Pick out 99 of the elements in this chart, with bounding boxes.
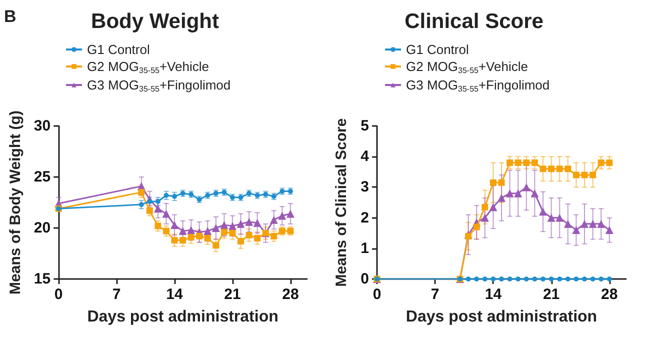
point [523, 159, 530, 166]
point [590, 276, 596, 282]
point [506, 189, 514, 198]
text: B [4, 7, 16, 26]
point [482, 276, 488, 282]
point [278, 212, 286, 220]
point [490, 276, 496, 282]
y-tick-label: 2 [360, 209, 369, 226]
point [514, 189, 522, 198]
point [516, 276, 521, 282]
point [162, 210, 170, 218]
legend-label: G1 Control [87, 42, 150, 57]
point [540, 166, 546, 172]
y-tick-label: 5 [360, 118, 369, 134]
point [572, 226, 580, 234]
point [598, 276, 604, 282]
point [597, 220, 606, 228]
point [540, 276, 546, 282]
point [565, 276, 570, 282]
x-axis-title: Days post administration [87, 308, 278, 326]
point [499, 276, 504, 282]
point [180, 236, 186, 244]
y-tick-label: 20 [34, 220, 51, 236]
point [506, 159, 514, 166]
point [196, 232, 203, 240]
point [522, 183, 530, 192]
point [178, 227, 187, 236]
x-tick-label: 14 [484, 286, 502, 303]
point [238, 238, 244, 245]
point [572, 172, 580, 178]
y-tick-label: 0 [360, 270, 369, 288]
point [514, 159, 522, 166]
point [557, 276, 562, 282]
x-tick-label: 0 [54, 286, 63, 303]
x-tick-label: 7 [430, 286, 440, 303]
point [172, 194, 178, 199]
y-tick-label: 3 [360, 178, 369, 196]
y-tick-label: 1 [360, 240, 369, 257]
point [138, 202, 144, 208]
point [556, 214, 564, 222]
point [212, 224, 220, 232]
point [564, 166, 572, 172]
point [170, 220, 179, 229]
point [474, 276, 480, 282]
x-tick-label: 7 [112, 286, 121, 303]
x-axis-title: Days post administration [406, 308, 598, 326]
y-tick-label: 15 [34, 270, 51, 288]
point [162, 228, 170, 234]
point [286, 210, 294, 218]
x-tick-label: 0 [372, 286, 382, 303]
point [270, 216, 278, 224]
point [466, 276, 471, 282]
point [539, 208, 547, 216]
point [582, 276, 587, 282]
point [187, 226, 196, 234]
x-tick-label: 28 [282, 286, 299, 303]
point [605, 226, 614, 234]
x-tick-label: 21 [542, 286, 560, 303]
point [147, 198, 152, 204]
point [498, 179, 505, 186]
point [547, 214, 556, 222]
point [154, 222, 162, 230]
point [270, 232, 278, 240]
point [507, 276, 512, 282]
point [548, 276, 554, 282]
chart-title: Clinical Score [404, 10, 544, 33]
point [212, 242, 220, 249]
point [548, 166, 555, 172]
point [574, 276, 579, 282]
y-tick-label: 25 [34, 168, 51, 186]
y-tick-label: 30 [34, 118, 51, 134]
y-axis-title: Means of Body Weight (g) [7, 110, 24, 294]
point [220, 220, 228, 229]
point [253, 218, 262, 227]
point [531, 159, 538, 166]
point [590, 172, 596, 178]
legend-label: G1 Control [406, 42, 469, 57]
y-tick-label: 4 [360, 148, 370, 166]
point [480, 214, 489, 222]
x-tick-label: 14 [166, 286, 184, 303]
y-axis-title: Means of Clinical Score [333, 118, 350, 287]
point [530, 189, 539, 198]
x-tick-label: 28 [601, 286, 618, 303]
point [598, 159, 604, 166]
point [482, 204, 488, 210]
point [524, 276, 529, 282]
chart-title: Body Weight [91, 10, 219, 33]
point [581, 172, 588, 178]
point [564, 220, 572, 228]
point [236, 220, 245, 228]
point [588, 220, 597, 228]
point [606, 159, 613, 166]
point [245, 218, 254, 226]
point [606, 276, 612, 282]
point [580, 220, 588, 228]
point [473, 224, 480, 230]
point [556, 166, 563, 172]
point [532, 276, 538, 282]
x-tick-label: 21 [224, 286, 241, 303]
